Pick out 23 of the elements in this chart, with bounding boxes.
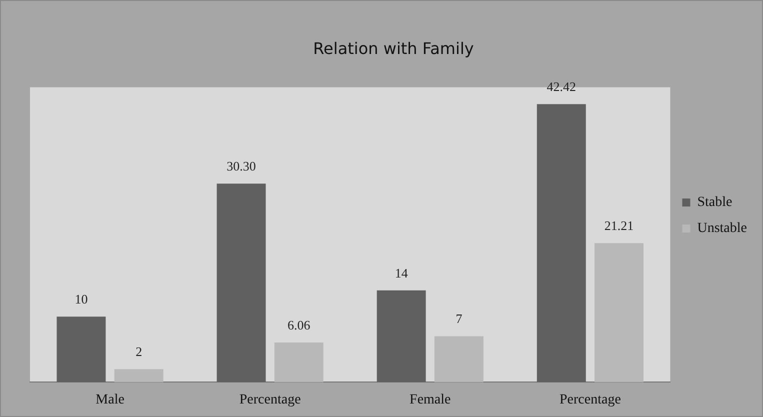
data-label: 42.42 [546, 79, 576, 94]
x-tick-label: Percentage [559, 392, 621, 408]
x-tick-label: Female [410, 392, 451, 408]
legend-label: Stable [697, 195, 732, 210]
bar [274, 342, 324, 382]
data-label: 2 [136, 344, 142, 360]
data-label: 14 [394, 265, 408, 280]
bar [216, 184, 266, 382]
data-label: 7 [456, 311, 463, 326]
bar [594, 243, 644, 382]
bar [56, 316, 106, 382]
x-tick-label: Percentage [239, 392, 301, 408]
data-label: 6.06 [288, 317, 311, 332]
data-label: 21.21 [604, 218, 634, 234]
chart-title: Relation with Family [313, 38, 474, 58]
bar [536, 104, 586, 382]
data-label: 10 [74, 292, 88, 307]
data-label: 30.30 [226, 158, 256, 174]
legend-label: Unstable [697, 221, 747, 236]
bar [376, 290, 426, 382]
x-tick-label: Male [96, 392, 124, 408]
bar [434, 336, 484, 382]
bar [114, 369, 164, 382]
